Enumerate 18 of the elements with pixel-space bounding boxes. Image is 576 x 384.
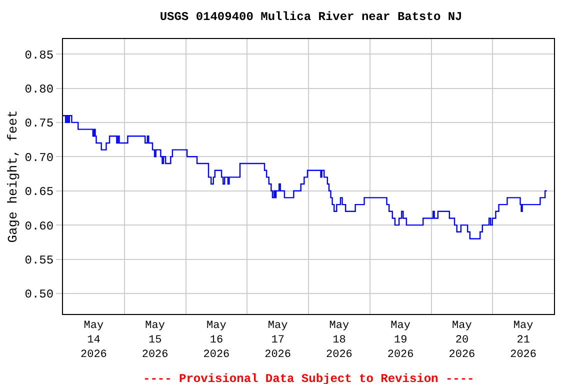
y-tick-label: 0.80 bbox=[24, 82, 54, 96]
y-tick-label: 0.65 bbox=[24, 185, 54, 200]
y-axis-title: Gage height, feet bbox=[6, 110, 21, 243]
y-tick-label: 0.60 bbox=[24, 219, 54, 234]
x-tick-label: May 18 2026 bbox=[326, 320, 352, 361]
y-tick-label: 0.50 bbox=[24, 288, 54, 302]
y-tick-label: 0.70 bbox=[24, 150, 54, 165]
x-tick-label: May 20 2026 bbox=[448, 320, 476, 361]
chart-title: USGS 01409400 Mullica River near Batsto NJ bbox=[160, 10, 462, 24]
x-tick-label: May 19 2026 bbox=[387, 320, 414, 361]
y-tick-label: 0.55 bbox=[24, 253, 54, 268]
x-tick-label: May 15 2026 bbox=[142, 320, 168, 361]
x-tick-label: May 16 2026 bbox=[203, 320, 230, 361]
x-tick-label: May 14 2026 bbox=[80, 320, 107, 361]
y-tick-label: 0.75 bbox=[24, 116, 54, 131]
x-tick-label: May 17 2026 bbox=[264, 320, 292, 361]
y-tick-label: 0.85 bbox=[24, 48, 54, 62]
x-tick-label: May 21 2026 bbox=[510, 320, 537, 361]
